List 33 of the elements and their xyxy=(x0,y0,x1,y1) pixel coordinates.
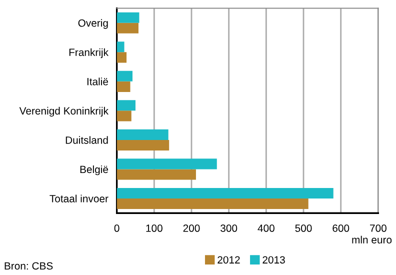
bar xyxy=(116,129,168,140)
bar xyxy=(116,42,124,52)
x-tick-label: 300 xyxy=(220,224,238,232)
x-tick-label: 400 xyxy=(258,224,274,232)
bar xyxy=(116,188,334,198)
y-tick-label: Frankrijk xyxy=(69,48,109,58)
bar xyxy=(116,22,138,34)
y-tick-label: België xyxy=(80,165,108,176)
x-tick-label: 600 xyxy=(332,224,350,232)
y-tick-label: Duitsland xyxy=(66,136,108,144)
bar xyxy=(116,52,127,63)
bar xyxy=(116,70,132,82)
bar xyxy=(116,81,130,92)
y-tick-label: Totaal invoer xyxy=(50,194,108,202)
bar xyxy=(116,158,217,170)
y-tick-label: Overig xyxy=(78,19,108,29)
text: Bron: CBS xyxy=(4,262,53,270)
legend-label: 2013 xyxy=(262,256,285,264)
bar xyxy=(116,110,132,122)
bar xyxy=(116,100,136,111)
legend-label: 2012 xyxy=(218,256,240,264)
x-tick-label: 100 xyxy=(146,224,162,232)
y-tick-label: Verenigd Koninkrijk xyxy=(19,106,109,117)
x-axis-title: mln euro xyxy=(352,236,392,244)
x-tick-label: 500 xyxy=(295,224,312,232)
x-tick-label: 0 xyxy=(114,224,120,232)
x-tick-label: 700 xyxy=(370,224,386,232)
bar xyxy=(116,12,140,23)
bar xyxy=(116,169,196,180)
x-tick-label: 200 xyxy=(183,224,200,232)
bar xyxy=(116,140,170,150)
bar xyxy=(116,198,308,210)
y-tick-label: Italië xyxy=(87,78,108,86)
